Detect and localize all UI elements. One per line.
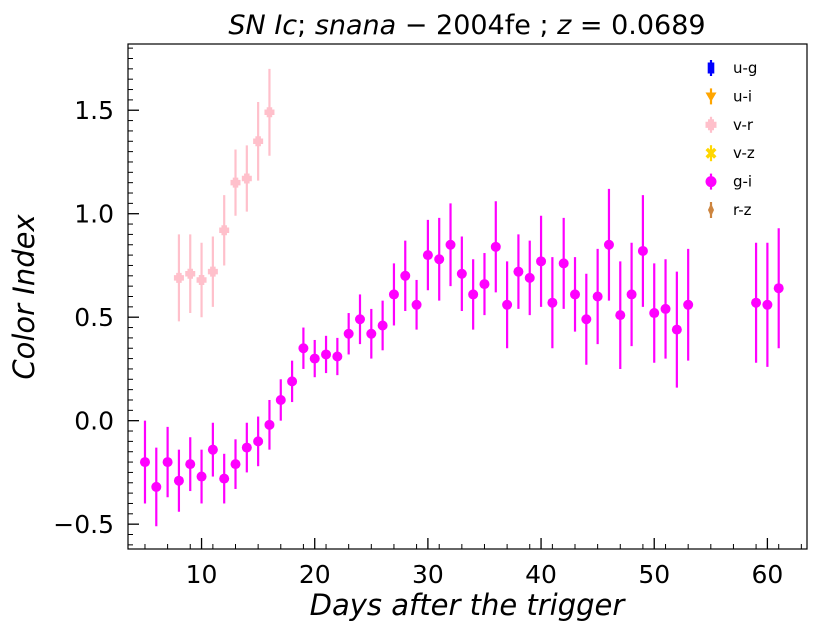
g-i-point: [490, 241, 501, 252]
legend: u-g u-i v-r v-z g-i r-z: [705, 59, 757, 219]
error-bars: [143, 68, 780, 527]
legend-u-g-marker: [707, 62, 715, 74]
g-i-point: [151, 481, 162, 492]
v-r-point: [219, 225, 230, 236]
g-i-point: [321, 349, 332, 360]
y-tick-label: 0.5: [74, 303, 114, 332]
g-i-point: [683, 299, 694, 310]
g-i-point: [603, 239, 614, 250]
g-i-point: [468, 289, 479, 300]
g-i-point: [762, 299, 773, 310]
g-i-point: [219, 473, 230, 484]
g-i-point: [422, 250, 433, 261]
legend-u-i-label: u-i: [733, 87, 752, 105]
g-i-point: [558, 258, 569, 269]
g-i-point: [185, 459, 196, 470]
y-tick-label: 1.5: [74, 96, 114, 125]
axis-ticks: 10 20 30 40 50 60 −0.5 0.0 0.5 1.0 1.5: [53, 47, 802, 589]
g-i-point: [377, 320, 388, 331]
g-i-point: [309, 353, 320, 364]
legend-g-i-marker: [705, 176, 717, 188]
g-i-point: [366, 328, 377, 339]
g-i-point: [264, 419, 275, 430]
g-i-point: [343, 328, 354, 339]
g-i-point: [751, 297, 762, 308]
g-i-point: [773, 283, 784, 294]
g-i-point: [649, 308, 660, 319]
g-i-point: [241, 442, 252, 453]
g-i-point: [547, 297, 558, 308]
g-i-point: [162, 457, 173, 468]
g-i-point: [400, 270, 411, 281]
legend-u-g-label: u-g: [733, 59, 757, 77]
x-tick-label: 50: [638, 560, 670, 589]
g-i-point: [253, 436, 264, 447]
x-axis-title: Days after the trigger: [310, 588, 627, 622]
y-tick-label: −0.5: [53, 510, 114, 539]
g-i-point: [275, 394, 286, 405]
g-i-point: [570, 289, 581, 300]
v-r-point: [230, 177, 241, 188]
legend-v-r-marker: [705, 119, 717, 131]
y-axis-title: Color Index: [7, 214, 41, 380]
chart-title: SN Ic; snana − 2004fe ; z = 0.0689: [228, 10, 705, 41]
v-r-point: [253, 136, 264, 147]
g-i-point: [388, 289, 399, 300]
v-r-point: [196, 274, 207, 285]
legend-g-i-label: g-i: [733, 173, 752, 191]
v-r-point: [185, 268, 196, 279]
legend-r-z-label: r-z: [733, 201, 752, 219]
legend-v-r-label: v-r: [733, 116, 754, 134]
g-i-point: [660, 303, 671, 314]
g-i-point: [298, 343, 309, 354]
g-i-point: [411, 299, 422, 310]
g-i-point: [456, 268, 467, 279]
v-r-point: [264, 107, 275, 118]
legend-u-i-marker: [705, 92, 717, 102]
g-i-point: [581, 314, 592, 325]
x-tick-label: 10: [186, 560, 218, 589]
g-i-point: [139, 457, 150, 468]
legend-v-z-marker: [705, 147, 717, 159]
x-tick-label: 20: [299, 560, 331, 589]
g-i-point: [513, 266, 524, 277]
g-i-point: [230, 459, 241, 470]
y-tick-label: 0.0: [74, 407, 114, 436]
x-tick-label: 30: [412, 560, 444, 589]
x-tick-label: 60: [751, 560, 783, 589]
g-i-point: [207, 444, 218, 455]
g-i-point: [332, 351, 343, 362]
g-i-point: [637, 245, 648, 256]
g-i-point: [287, 376, 298, 387]
v-r-point: [241, 173, 252, 184]
g-i-point: [354, 314, 365, 325]
g-i-point: [592, 291, 603, 302]
plot-frame: [127, 43, 808, 550]
legend-v-z-label: v-z: [733, 144, 755, 162]
v-r-point: [207, 266, 218, 277]
x-tick-label: 40: [525, 560, 557, 589]
g-i-point: [173, 475, 184, 486]
g-i-point: [502, 299, 513, 310]
g-i-point: [196, 471, 207, 482]
g-i-point: [626, 289, 637, 300]
g-i-point: [479, 279, 490, 290]
g-i-point: [524, 272, 535, 283]
data-markers: [139, 107, 784, 492]
g-i-point: [445, 239, 456, 250]
g-i-point: [615, 310, 626, 321]
g-i-point: [671, 324, 682, 335]
g-i-point: [536, 256, 547, 267]
legend-r-z-marker: [707, 203, 715, 217]
g-i-point: [434, 254, 445, 265]
y-tick-label: 1.0: [74, 200, 114, 229]
v-r-point: [173, 272, 184, 283]
